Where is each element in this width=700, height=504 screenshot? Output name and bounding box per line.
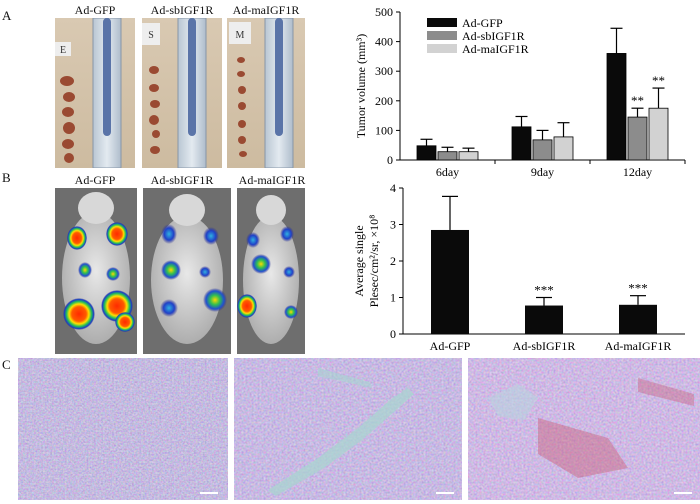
panel-label-c: C	[2, 357, 11, 372]
y-tick-label: 400	[375, 35, 393, 49]
bar	[511, 126, 532, 161]
tube-tag-s: S	[148, 30, 154, 41]
x-tick-label: Ad-sbIGF1R	[513, 339, 576, 353]
histology-2	[234, 358, 462, 500]
legend-swatch	[427, 44, 457, 53]
y-tick-label: 2	[390, 254, 396, 268]
y-tick-label: 0	[387, 153, 393, 167]
y-axis-title: Tumor volume (mm³)	[354, 34, 368, 139]
y-axis-title-units: Plesec/cm²/sr, ×10⁸	[367, 215, 381, 308]
significance-mark: ***	[628, 281, 648, 296]
bioluminescence-chart: 0 1 2 3 4 Average single Plesec/cm²/sr, ×10⁸ Ad…	[352, 181, 685, 353]
photo-label-sb: Ad-sbIGF1R	[150, 3, 214, 17]
x-tick-label: Ad-maIGF1R	[605, 339, 672, 353]
panel-label-b: B	[2, 170, 11, 185]
bar	[553, 136, 574, 161]
bar	[619, 304, 657, 334]
legend-label: Ad-sbIGF1R	[462, 29, 525, 43]
tube-tag-e: E	[60, 45, 66, 56]
significance-mark: **	[652, 73, 665, 88]
tumor-photos: E S M	[55, 18, 305, 168]
photo-ma: M	[227, 18, 305, 168]
significance-mark: **	[631, 93, 644, 108]
bar	[627, 116, 648, 161]
bar	[648, 107, 669, 161]
bioluminescence-images	[55, 188, 305, 354]
panel-label-a: A	[2, 8, 12, 23]
histology-images	[18, 358, 700, 500]
histology-3	[468, 358, 700, 500]
tube-tag-m: M	[236, 30, 245, 41]
y-axis-title: Average single	[352, 225, 366, 296]
x-tick-label: 6day	[436, 165, 459, 179]
x-tick-label: Ad-GFP	[430, 339, 471, 353]
y-tick-label: 500	[375, 5, 393, 19]
imaging-label-ma: Ad-maIGF1R	[238, 173, 306, 187]
y-tick-label: 300	[375, 64, 393, 78]
significance-mark: ***	[534, 283, 554, 298]
x-tick-label: 9day	[531, 165, 554, 179]
bar	[416, 145, 437, 161]
y-tick-label: 200	[375, 94, 393, 108]
bar	[431, 229, 469, 334]
histology-1	[18, 358, 228, 500]
y-tick-label: 4	[390, 181, 396, 195]
y-tick-label: 0	[390, 327, 396, 341]
imaging-gfp	[55, 188, 137, 354]
bar	[525, 305, 563, 334]
legend-label: Ad-maIGF1R	[462, 42, 529, 56]
imaging-label-gfp: Ad-GFP	[74, 173, 116, 187]
x-tick-label: 12day	[623, 165, 652, 179]
bar	[606, 53, 627, 161]
tumor-volume-chart: 0 100 200 300 400 500 Tumor volume (mm³) 6day 9d…	[354, 5, 686, 179]
legend-label: Ad-GFP	[462, 16, 503, 30]
imaging-ma	[237, 188, 305, 354]
y-tick-label: 3	[390, 218, 396, 232]
bar	[458, 151, 479, 161]
legend-swatch	[427, 31, 457, 40]
bar	[532, 139, 553, 161]
y-tick-label: 1	[390, 291, 396, 305]
photo-label-gfp: Ad-GFP	[74, 3, 116, 17]
photo-gfp: E	[55, 18, 135, 168]
y-tick-label: 100	[375, 123, 393, 137]
imaging-label-sb: Ad-sbIGF1R	[150, 173, 214, 187]
photo-label-ma: Ad-maIGF1R	[232, 3, 300, 17]
bar	[437, 151, 458, 161]
photo-sb: S	[142, 18, 222, 168]
legend-swatch	[427, 18, 457, 27]
imaging-sb	[143, 188, 231, 354]
